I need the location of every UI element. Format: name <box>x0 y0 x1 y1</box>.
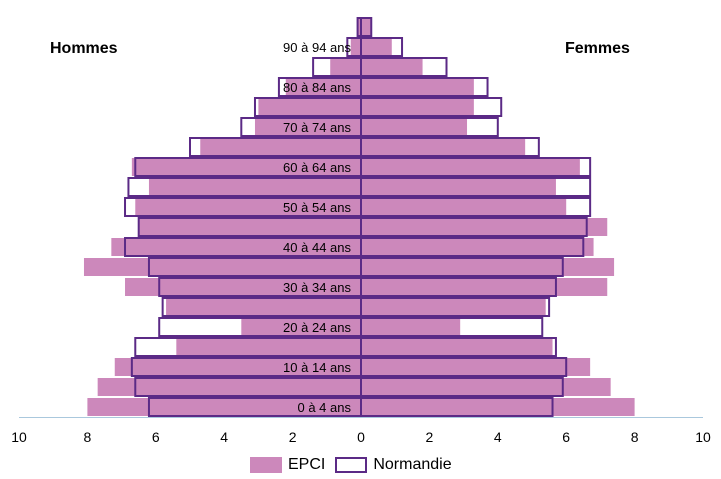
epci-bar-men-50-54-ans <box>135 198 361 216</box>
legend-swatch-normandie <box>335 457 368 473</box>
age-label-70-74-ans: 70 à 74 ans <box>283 120 351 135</box>
epci-bar-men-25-29-ans <box>166 298 361 316</box>
epci-bar-women-55-59-ans <box>361 178 556 196</box>
epci-bar-men-45-49-ans <box>138 218 361 236</box>
epci-bar-men-30-34-ans <box>125 278 362 296</box>
epci-bar-men-90-94-ans <box>350 38 361 56</box>
epci-bar-women-5-9-ans <box>361 378 611 396</box>
epci-bar-women-90-94-ans <box>361 38 392 56</box>
epci-bar-men-0-4-ans <box>87 398 362 416</box>
epci-bar-women-85-89-ans <box>361 58 423 76</box>
age-group-labels: 0 à 4 ans 10 à 14 ans 20 à 24 ans 30 à 34 a… <box>283 40 351 415</box>
x-axis: 10 8 6 4 2 0 2 4 6 8 10 <box>11 17 711 445</box>
epci-bar-men-80-84-ans <box>285 78 361 96</box>
age-label-20-24-ans: 20 à 24 ans <box>283 320 351 335</box>
epci-bar-men-95-ans-ou <box>357 18 361 36</box>
epci-bar-women-65-69-ans <box>361 138 526 156</box>
epci-bar-women-50-54-ans <box>361 198 567 216</box>
epci-bar-men-10-14-ans <box>114 358 361 376</box>
x-tick-label: 6 <box>562 429 570 445</box>
epci-bar-women-15-19-ans <box>361 338 553 356</box>
epci-bar-women-75-79-ans <box>361 98 474 116</box>
left-side-label: Hommes <box>50 40 118 57</box>
right-side-label: Femmes <box>565 40 630 57</box>
x-tick-label: 2 <box>426 429 434 445</box>
age-label-90-94-ans: 90 à 94 ans <box>283 40 351 55</box>
x-tick-label: 2 <box>289 429 297 445</box>
epci-bar-women-35-39-ans <box>361 258 615 276</box>
epci-bar-women-70-74-ans <box>361 118 468 136</box>
x-tick-label: 10 <box>695 429 711 445</box>
x-tick-label: 6 <box>152 429 160 445</box>
x-tick-label: 8 <box>631 429 639 445</box>
epci-bar-men-60-64-ans <box>131 158 361 176</box>
epci-bar-men-5-9-ans <box>97 378 361 396</box>
age-label-80-84-ans: 80 à 84 ans <box>283 80 351 95</box>
epci-bar-women-45-49-ans <box>361 218 608 236</box>
epci-bar-women-25-29-ans <box>361 298 546 316</box>
legend-swatch-epci <box>250 457 282 473</box>
epci-bars <box>83 18 635 416</box>
age-label-60-64-ans: 60 à 64 ans <box>283 160 351 175</box>
epci-bar-men-70-74-ans <box>254 118 361 136</box>
epci-bar-women-60-64-ans <box>361 158 580 176</box>
legend-label-epci: EPCI <box>288 456 326 473</box>
x-tick-label: 10 <box>11 429 27 445</box>
legend: EPCI Normandie <box>250 456 462 474</box>
epci-bar-women-20-24-ans <box>361 318 461 336</box>
epci-bar-men-20-24-ans <box>241 318 361 336</box>
epci-bar-men-85-89-ans <box>330 58 361 76</box>
age-label-10-14-ans: 10 à 14 ans <box>283 360 351 375</box>
epci-bar-women-95-ans-ou <box>361 18 372 36</box>
x-tick-label: 4 <box>220 429 228 445</box>
legend-label-normandie: Normandie <box>373 456 452 473</box>
x-tick-label: 8 <box>84 429 92 445</box>
epci-bar-women-10-14-ans <box>361 358 591 376</box>
epci-bar-men-40-44-ans <box>111 238 361 256</box>
age-label-50-54-ans: 50 à 54 ans <box>283 200 351 215</box>
epci-bar-men-65-69-ans <box>200 138 361 156</box>
epci-bar-women-80-84-ans <box>361 78 474 96</box>
age-label-0-4-ans: 0 à 4 ans <box>298 400 352 415</box>
age-label-30-34-ans: 30 à 34 ans <box>283 280 351 295</box>
x-tick-label: 4 <box>494 429 502 445</box>
legend-item-normandie: Normandie <box>335 456 452 474</box>
epci-bar-women-30-34-ans <box>361 278 608 296</box>
normandie-bars <box>124 17 592 417</box>
epci-bar-women-0-4-ans <box>361 398 635 416</box>
epci-bar-women-40-44-ans <box>361 238 594 256</box>
epci-bar-men-15-19-ans <box>176 338 361 356</box>
age-label-40-44-ans: 40 à 44 ans <box>283 240 351 255</box>
x-tick-label: 0 <box>357 429 365 445</box>
epci-bar-men-75-79-ans <box>258 98 361 116</box>
legend-item-epci: EPCI <box>250 456 325 474</box>
epci-bar-men-35-39-ans <box>83 258 361 276</box>
epci-bar-men-55-59-ans <box>148 178 361 196</box>
